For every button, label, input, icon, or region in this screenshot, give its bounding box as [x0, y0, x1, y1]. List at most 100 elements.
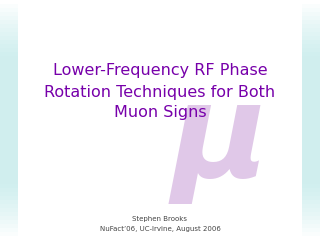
Bar	[302, 100, 320, 104]
Bar	[0, 164, 18, 168]
Bar	[302, 140, 320, 144]
Bar	[0, 64, 18, 68]
Bar	[302, 200, 320, 204]
Bar	[302, 92, 320, 96]
Bar	[302, 0, 320, 4]
Bar	[0, 72, 18, 76]
Bar	[302, 60, 320, 64]
Bar	[302, 156, 320, 160]
Bar	[0, 200, 18, 204]
Bar	[0, 124, 18, 128]
Bar	[302, 48, 320, 52]
Bar	[302, 12, 320, 16]
Bar	[0, 108, 18, 112]
Bar	[302, 36, 320, 40]
Bar	[302, 160, 320, 164]
Bar	[0, 84, 18, 88]
Bar	[302, 104, 320, 108]
Bar	[302, 4, 320, 8]
Bar	[0, 52, 18, 56]
Bar	[0, 4, 18, 8]
Bar	[0, 92, 18, 96]
Bar	[0, 112, 18, 116]
Bar	[0, 236, 18, 240]
Bar	[302, 196, 320, 200]
Bar	[0, 168, 18, 172]
Bar	[302, 96, 320, 100]
Bar	[302, 168, 320, 172]
Bar	[0, 148, 18, 152]
Bar	[0, 44, 18, 48]
Text: μ: μ	[172, 77, 268, 204]
Bar	[0, 88, 18, 92]
Bar	[0, 224, 18, 228]
Bar	[0, 176, 18, 180]
Bar	[0, 24, 18, 28]
Bar	[0, 36, 18, 40]
Bar	[0, 228, 18, 232]
Bar	[302, 88, 320, 92]
Bar	[0, 116, 18, 120]
Bar	[302, 192, 320, 196]
Bar	[302, 108, 320, 112]
Bar	[302, 224, 320, 228]
Bar	[302, 124, 320, 128]
Bar	[0, 192, 18, 196]
Bar	[0, 20, 18, 24]
Bar	[302, 164, 320, 168]
Bar	[0, 232, 18, 236]
Bar	[302, 112, 320, 116]
Bar	[0, 128, 18, 132]
Bar	[302, 232, 320, 236]
Bar	[0, 12, 18, 16]
Bar	[302, 152, 320, 156]
Bar	[302, 236, 320, 240]
Bar	[302, 120, 320, 124]
Bar	[302, 56, 320, 60]
Bar	[302, 176, 320, 180]
Bar	[0, 28, 18, 32]
Bar	[0, 100, 18, 104]
Bar	[0, 156, 18, 160]
Bar	[0, 96, 18, 100]
Bar	[0, 152, 18, 156]
Bar	[302, 64, 320, 68]
Bar	[302, 220, 320, 224]
Bar	[302, 52, 320, 56]
Bar	[302, 188, 320, 192]
Bar	[0, 208, 18, 212]
Bar	[302, 8, 320, 12]
Bar	[302, 68, 320, 72]
Bar	[0, 0, 18, 4]
Bar	[0, 120, 18, 124]
Bar	[302, 136, 320, 140]
Bar	[302, 148, 320, 152]
Bar	[0, 76, 18, 80]
Bar	[0, 132, 18, 136]
Bar	[0, 104, 18, 108]
Bar	[0, 40, 18, 44]
Bar	[0, 144, 18, 148]
Bar	[302, 44, 320, 48]
Bar	[0, 172, 18, 176]
Bar	[0, 212, 18, 216]
Bar	[302, 116, 320, 120]
Text: Lower-Frequency RF Phase
Rotation Techniques for Both
Muon Signs: Lower-Frequency RF Phase Rotation Techni…	[44, 64, 276, 120]
Text: Stephen Brooks
NuFact’06, UC-Irvine, August 2006: Stephen Brooks NuFact’06, UC-Irvine, Aug…	[100, 216, 220, 232]
Bar	[302, 72, 320, 76]
Bar	[302, 24, 320, 28]
Bar	[0, 140, 18, 144]
Bar	[302, 204, 320, 208]
Bar	[302, 40, 320, 44]
Bar	[302, 20, 320, 24]
Bar	[302, 228, 320, 232]
Bar	[302, 184, 320, 188]
Bar	[0, 204, 18, 208]
Bar	[302, 84, 320, 88]
Bar	[0, 56, 18, 60]
Bar	[302, 28, 320, 32]
Bar	[302, 172, 320, 176]
Bar	[0, 68, 18, 72]
Bar	[0, 16, 18, 20]
Bar	[302, 16, 320, 20]
